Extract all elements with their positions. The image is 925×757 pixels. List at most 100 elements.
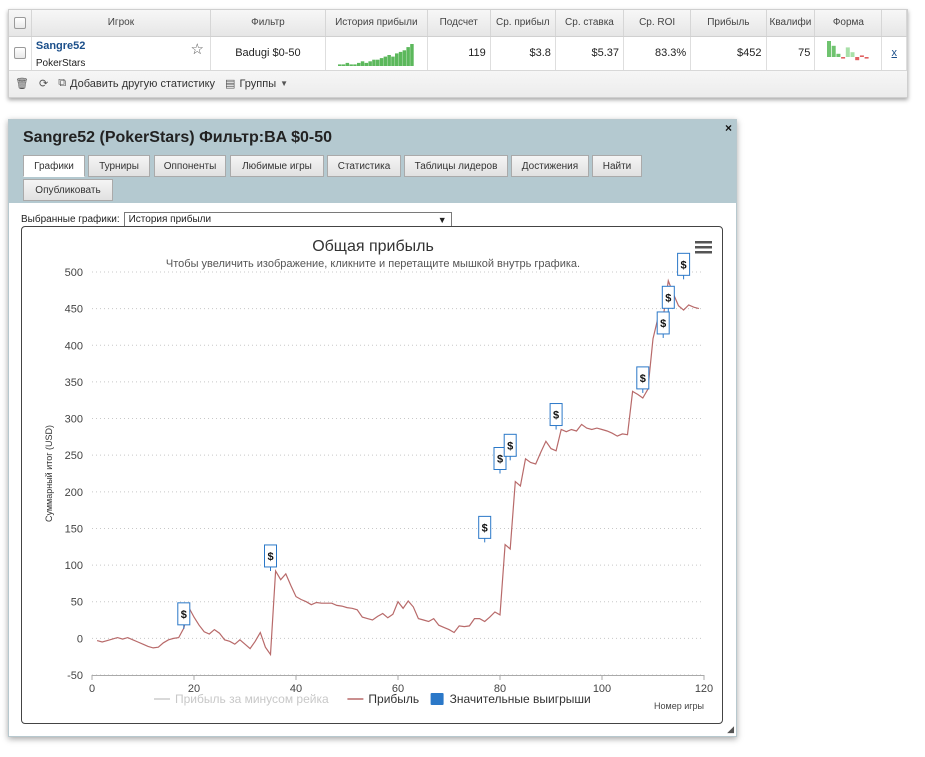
big-win-flag: $ — [177, 602, 191, 629]
legend-item[interactable]: Значительные выигрыши — [430, 692, 591, 706]
tab-charts[interactable]: Графики — [23, 155, 85, 177]
y-tick-label: 200 — [65, 487, 83, 499]
profit-cell: $452 — [690, 36, 767, 71]
history-bar — [361, 61, 365, 66]
chart-select-row: Выбранные графики: История прибыли ▼ — [21, 212, 452, 227]
history-bar — [349, 64, 354, 66]
refresh-icon[interactable]: ⟳ — [38, 78, 49, 90]
tab-opponents[interactable]: Оппоненты — [154, 155, 226, 177]
profit-history-sparkline — [338, 44, 415, 66]
y-tick-label: 450 — [65, 304, 83, 316]
dollar-icon: $ — [681, 259, 687, 271]
big-win-flag: $ — [503, 433, 517, 461]
select-all-checkbox[interactable] — [9, 10, 32, 37]
col-header-player[interactable]: Игрок — [31, 10, 211, 37]
history-bar — [406, 47, 411, 66]
history-bar — [402, 50, 407, 66]
chart-container[interactable]: Общая прибыль Чтобы увеличить изображени… — [21, 226, 723, 724]
col-header-count[interactable]: Подсчет — [427, 10, 491, 37]
form-bar — [850, 52, 855, 57]
col-header-form[interactable]: Форма — [814, 10, 883, 37]
chart-subtitle: Чтобы увеличить изображение, кликните и … — [166, 258, 580, 270]
col-header-qualify[interactable]: Квалифи — [766, 10, 816, 37]
col-header-profit-history[interactable]: История прибыли — [325, 10, 428, 37]
x-tick-label: 20 — [188, 683, 200, 695]
dollar-icon: $ — [665, 292, 671, 304]
dollar-icon: $ — [181, 609, 187, 621]
legend-item[interactable]: Прибыль — [347, 692, 419, 706]
x-axis-label: Номер игры — [654, 701, 704, 711]
col-header-avg-roi[interactable]: Ср. ROI — [623, 10, 692, 37]
form-bar — [836, 53, 841, 57]
col-header-avg-profit[interactable]: Ср. прибыл — [490, 10, 556, 37]
chart-select[interactable]: История прибыли ▼ — [123, 212, 452, 227]
favorite-star-icon[interactable]: ☆ — [190, 40, 204, 58]
col-header-avg-stake[interactable]: Ср. ставка — [555, 10, 625, 37]
x-tick-label: 0 — [89, 683, 95, 695]
big-win-flag: $ — [636, 366, 650, 393]
form-sparkline — [827, 41, 870, 61]
legend-item[interactable]: Прибыль за минусом рейка — [154, 692, 329, 706]
history-bar — [345, 62, 350, 66]
history-bar — [342, 64, 346, 66]
add-stat-button[interactable]: ⧉ Добавить другую статистику — [58, 77, 215, 90]
dollar-icon: $ — [497, 454, 503, 466]
history-bar — [395, 53, 399, 66]
profit-history-cell — [325, 36, 428, 71]
y-tick-label: 0 — [77, 633, 83, 645]
flag-box — [677, 252, 691, 276]
history-bar — [380, 58, 384, 66]
count-cell: 119 — [427, 36, 491, 71]
chevron-down-icon: ▼ — [280, 79, 289, 88]
player-name-link[interactable]: Sangre52 — [35, 39, 86, 52]
y-tick-label: 500 — [65, 267, 83, 279]
avg-roi-cell: 83.3% — [623, 36, 692, 71]
dollar-icon: $ — [640, 373, 646, 385]
tab-leaderboards[interactable]: Таблицы лидеров — [404, 155, 508, 177]
qualify-cell: 75 — [766, 36, 816, 71]
col-header-filter[interactable]: Фильтр — [210, 10, 326, 37]
dialog-title: Sangre52 (PokerStars) Фильтр:BA $0-50 — [23, 129, 332, 146]
col-header-profit[interactable]: Прибыль — [690, 10, 767, 37]
chart-select-value: История прибыли — [128, 214, 212, 225]
trash-icon[interactable]: 🗑 — [15, 78, 29, 90]
flag-box — [177, 602, 191, 626]
flag-box — [478, 515, 492, 539]
chart-menu-icon[interactable] — [695, 241, 712, 254]
flag-box — [636, 366, 650, 390]
tab-statistics[interactable]: Статистика — [327, 155, 401, 177]
dollar-icon: $ — [660, 318, 666, 330]
tab-publish[interactable]: Опубликовать — [23, 179, 113, 201]
copy-icon: ⧉ — [58, 77, 67, 89]
history-bar — [364, 62, 369, 66]
close-icon[interactable]: × — [724, 121, 732, 135]
y-tick-label: 150 — [65, 523, 83, 535]
big-win-flag: $ — [661, 285, 675, 313]
flag-box — [264, 544, 277, 568]
filter-cell: Badugi $0-50 — [210, 36, 326, 71]
tab-favorite-games[interactable]: Любимые игры — [230, 155, 324, 177]
y-tick-label: 400 — [65, 340, 83, 352]
history-bar — [399, 51, 403, 66]
tab-achievements[interactable]: Достижения — [511, 155, 589, 177]
tab-tournaments[interactable]: Турниры — [88, 155, 150, 177]
form-bar — [846, 47, 851, 57]
player-site: PokerStars — [35, 57, 86, 69]
x-tick-label: 60 — [392, 683, 404, 695]
groups-label: Группы — [239, 77, 277, 90]
x-tick-label: 80 — [494, 683, 506, 695]
dollar-icon: $ — [553, 410, 559, 422]
remove-row-link[interactable]: x — [891, 47, 897, 59]
form-bar — [855, 57, 860, 61]
col-header-actions — [881, 10, 907, 37]
tab-find[interactable]: Найти — [592, 155, 642, 177]
big-win-flag: $ — [493, 447, 507, 474]
history-bar — [391, 56, 396, 66]
chart-title: Общая прибыль — [312, 238, 434, 255]
groups-dropdown[interactable]: ▤ Группы ▼ — [225, 77, 289, 91]
legend-label: Значительные выигрыши — [450, 692, 591, 706]
profit-chart[interactable]: Общая прибыль Чтобы увеличить изображени… — [22, 227, 722, 723]
y-axis-label: Суммарный итог (USD) — [44, 425, 54, 522]
resize-handle-icon[interactable]: ◢ — [727, 724, 734, 734]
row-checkbox[interactable] — [9, 36, 32, 71]
